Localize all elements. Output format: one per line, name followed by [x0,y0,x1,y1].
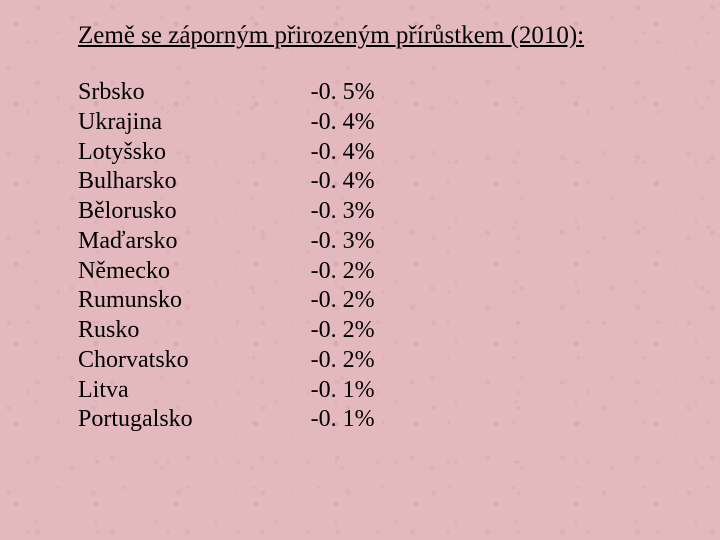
page-title: Země se záporným přirozeným přírůstkem (… [78,22,642,50]
country-cell: Rumunsko [78,286,193,316]
country-cell: Bělorusko [78,197,193,227]
country-column: Srbsko Ukrajina Lotyšsko Bulharsko Bělor… [78,78,193,435]
country-cell: Chorvatsko [78,346,193,376]
country-cell: Lotyšsko [78,138,193,168]
value-cell: -0. 2% [311,316,375,346]
country-cell: Rusko [78,316,193,346]
value-cell: -0. 4% [311,108,375,138]
value-cell: -0. 5% [311,78,375,108]
value-cell: -0. 3% [311,227,375,257]
value-cell: -0. 4% [311,167,375,197]
value-cell: -0. 2% [311,286,375,316]
country-cell: Srbsko [78,78,193,108]
data-table: Srbsko Ukrajina Lotyšsko Bulharsko Bělor… [78,78,642,435]
country-cell: Bulharsko [78,167,193,197]
value-column: -0. 5% -0. 4% -0. 4% -0. 4% -0. 3% -0. 3… [311,78,375,435]
value-cell: -0. 1% [311,405,375,435]
value-cell: -0. 1% [311,376,375,406]
value-cell: -0. 2% [311,346,375,376]
value-cell: -0. 3% [311,197,375,227]
country-cell: Maďarsko [78,227,193,257]
country-cell: Portugalsko [78,405,193,435]
country-cell: Ukrajina [78,108,193,138]
country-cell: Litva [78,376,193,406]
value-cell: -0. 2% [311,257,375,287]
value-cell: -0. 4% [311,138,375,168]
country-cell: Německo [78,257,193,287]
